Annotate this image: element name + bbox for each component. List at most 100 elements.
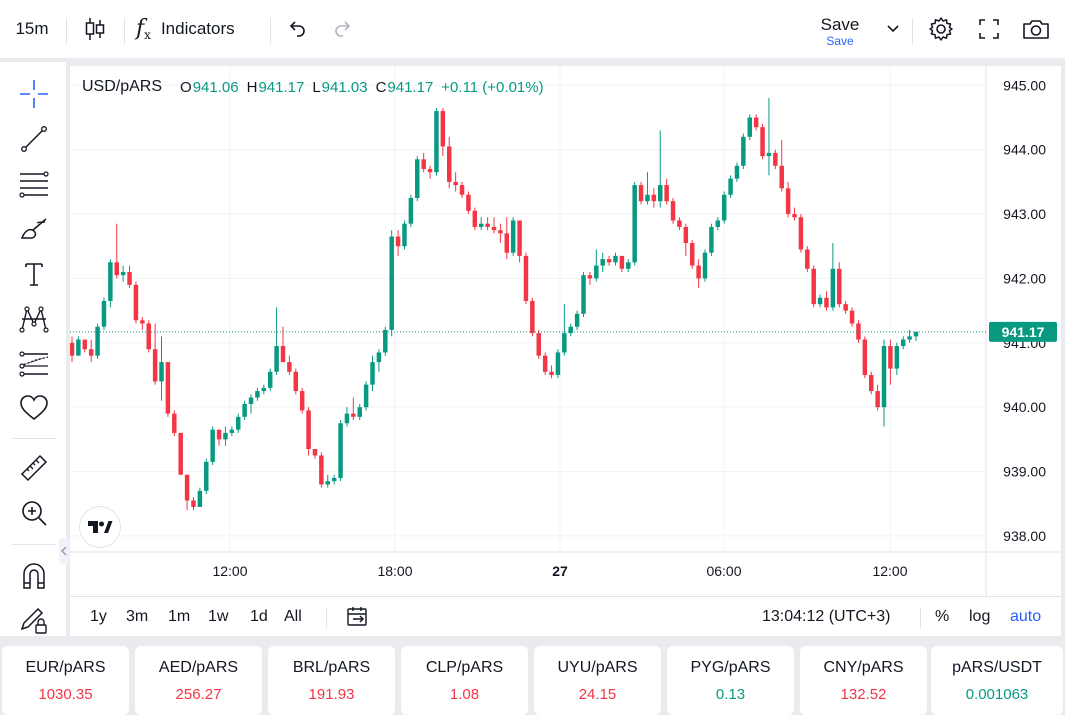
brush-tool[interactable] xyxy=(14,209,54,249)
candle-body xyxy=(792,214,797,218)
range-1m[interactable]: 1m xyxy=(168,608,191,625)
range-1y[interactable]: 1y xyxy=(90,608,107,625)
trend-line-tool[interactable] xyxy=(14,119,54,159)
magnet-tool[interactable] xyxy=(14,556,54,596)
ruler-tool[interactable] xyxy=(14,448,54,488)
chart-panel[interactable]: 945.00 944.00 943.00 942.00 941.00 940.00 939.… xyxy=(70,66,1061,636)
candle xyxy=(440,107,446,157)
ticker-card[interactable]: PYG/pARS 0.13 xyxy=(667,646,794,715)
pencil-lock-icon xyxy=(20,607,47,634)
candle xyxy=(159,336,164,401)
candle xyxy=(728,175,733,198)
zoom-tool[interactable] xyxy=(14,493,54,533)
candle-body xyxy=(747,117,752,137)
candle-body xyxy=(427,168,433,173)
candle xyxy=(798,214,804,253)
date-range-button[interactable] xyxy=(346,604,370,630)
save-button[interactable]: Save Save xyxy=(815,16,865,49)
settings-button[interactable] xyxy=(922,10,960,48)
undo-button[interactable] xyxy=(280,10,314,48)
candle xyxy=(293,368,299,395)
indicators-button[interactable]: fx Indicators xyxy=(136,10,256,48)
collapse-toolbar-handle[interactable] xyxy=(59,538,69,564)
symbol-label[interactable]: USD/pARS xyxy=(82,78,163,95)
log-scale-toggle[interactable]: log xyxy=(969,608,991,625)
candle-body xyxy=(70,342,75,356)
candle-body xyxy=(664,185,669,202)
timezone-clock[interactable]: 13:04:12 (UTC+3) xyxy=(762,608,891,625)
range-3m[interactable]: 3m xyxy=(126,608,149,625)
tradingview-logo[interactable] xyxy=(80,507,120,547)
horizontal-lines-icon xyxy=(19,171,49,198)
ticker-card[interactable]: BRL/pARS 191.93 xyxy=(268,646,395,715)
prediction-tool[interactable] xyxy=(14,344,54,384)
candle-body xyxy=(76,339,81,356)
candle-body xyxy=(907,336,912,340)
chart-type-button[interactable] xyxy=(76,10,114,48)
candle xyxy=(357,403,362,421)
candle xyxy=(88,339,94,363)
percent-scale-toggle[interactable]: % xyxy=(935,608,950,625)
ticker-card[interactable]: UYU/pARS 24.15 xyxy=(534,646,661,715)
range-1w[interactable]: 1w xyxy=(208,608,229,625)
close-key: C xyxy=(375,78,387,96)
candle xyxy=(658,130,663,208)
candle-body xyxy=(677,220,682,227)
redo-button[interactable] xyxy=(326,10,360,48)
text-tool[interactable] xyxy=(14,254,54,294)
interval-label: 15m xyxy=(15,19,49,38)
candle xyxy=(587,271,593,285)
candle-body xyxy=(900,339,906,347)
candle xyxy=(664,178,669,205)
candle-body xyxy=(875,391,880,408)
candle-body xyxy=(510,220,516,253)
candle xyxy=(127,265,132,289)
ticker-card[interactable]: AED/pARS 256.27 xyxy=(135,646,262,715)
lock-drawings-tool[interactable] xyxy=(14,600,54,640)
fullscreen-button[interactable] xyxy=(970,10,1008,48)
candle xyxy=(402,220,407,250)
favorites-tool[interactable] xyxy=(14,388,54,428)
interval-button[interactable]: 15m xyxy=(4,10,60,48)
pattern-tool[interactable] xyxy=(14,299,54,339)
candle xyxy=(146,320,151,353)
candle xyxy=(638,181,644,205)
auto-scale-toggle[interactable]: auto xyxy=(1010,608,1042,625)
ticker-card[interactable]: pARS/USDT 0.001063 xyxy=(931,646,1063,715)
range-1d[interactable]: 1d xyxy=(250,608,268,625)
price-chart[interactable]: 945.00944.00943.00942.00941.00940.00939.… xyxy=(70,66,1061,596)
candle-body xyxy=(197,490,203,507)
low-value: 941.03 xyxy=(321,78,368,96)
brush-icon xyxy=(20,218,47,239)
ticker-card[interactable]: CNY/pARS 132.52 xyxy=(800,646,927,715)
candle xyxy=(594,249,599,282)
range-all[interactable]: All xyxy=(284,608,302,625)
candle-body xyxy=(357,407,362,417)
candle-body xyxy=(248,397,254,404)
ticker-card[interactable]: EUR/pARS 1030.35 xyxy=(2,646,129,715)
candle-body xyxy=(421,159,426,169)
candle-body xyxy=(753,117,759,128)
candle xyxy=(242,400,247,421)
candle-body xyxy=(862,339,868,375)
candle-body xyxy=(229,429,235,433)
candle xyxy=(408,194,414,227)
candle xyxy=(696,259,701,289)
crosshair-tool[interactable] xyxy=(14,74,54,114)
candle-body xyxy=(319,455,324,485)
snapshot-button[interactable] xyxy=(1016,10,1056,48)
y-tick-label: 942.00 xyxy=(1003,270,1046,286)
candle xyxy=(824,291,829,311)
candle xyxy=(165,362,171,417)
fib-retracement-tool[interactable] xyxy=(14,164,54,204)
candle-body xyxy=(82,339,88,350)
ticker-price: 1.08 xyxy=(449,686,480,703)
candle-body xyxy=(101,300,107,327)
candle xyxy=(683,223,689,256)
save-options-button[interactable] xyxy=(880,10,906,48)
candle-body xyxy=(267,371,273,388)
candle-body xyxy=(242,403,247,417)
candle xyxy=(248,394,254,414)
ticker-card[interactable]: CLP/pARS 1.08 xyxy=(401,646,528,715)
candle xyxy=(140,317,145,330)
